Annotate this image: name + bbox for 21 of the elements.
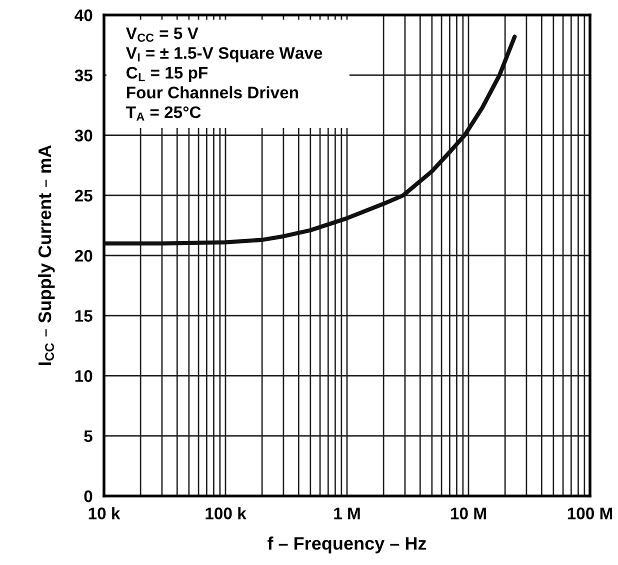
y-tick-label: 20 [74,250,92,262]
y-tick-label: 15 [75,310,92,322]
x-tick-label: 1 M [334,508,360,520]
y-tick-label: 10 [75,370,92,382]
x-tick-label: 100 k [206,507,246,520]
annotation: V$_{CC}$ = 5 V [126,28,198,42]
x-axis-title: f – Frequency – Hz [268,536,426,554]
y-tick-label: 35 [74,70,92,82]
annotation: T$_{A}$ = 25°C [126,106,201,121]
annotation: V$_{I}$ = ± 1.5-V Square Wave [126,47,322,62]
y-axis-title: I$_{CC}$ – Supply Current – mA [38,145,55,366]
y-tick-label: 40 [74,9,92,22]
y-tick-label: 0 [84,490,92,502]
annotation: C$_{L}$ = 15 pF [126,66,208,82]
annotation: Four Channels Driven [126,86,298,98]
x-tick-label: 10 k [88,507,120,520]
x-tick-label: 10 M [451,508,486,520]
x-tick-label: 100 M [568,508,612,520]
y-tick-label: 25 [74,190,92,202]
y-tick-label: 30 [74,130,92,142]
y-tick-label: 5 [84,430,92,442]
